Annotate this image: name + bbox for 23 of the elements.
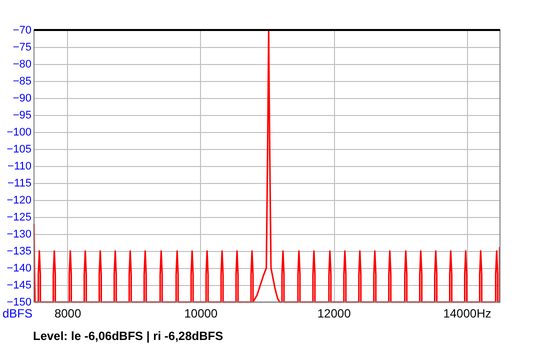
y-tick-label: −95 bbox=[12, 110, 32, 122]
y-tick-label: −110 bbox=[8, 160, 32, 172]
y-tick-label: −70 bbox=[12, 24, 32, 36]
y-axis-title: dBFS bbox=[2, 306, 32, 320]
y-tick-label: −80 bbox=[12, 58, 32, 70]
y-tick-label: −140 bbox=[6, 262, 32, 274]
y-tick-label: −115 bbox=[8, 178, 32, 190]
y-tick-label: −105 bbox=[6, 144, 32, 156]
y-tick-label: −125 bbox=[6, 212, 32, 224]
y-tick-label: −120 bbox=[6, 194, 32, 206]
x-tick-label: 12000 bbox=[317, 306, 352, 320]
y-tick-label: −100 bbox=[6, 126, 32, 138]
y-tick-label: −75 bbox=[12, 42, 32, 54]
y-tick-label: −135 bbox=[6, 246, 32, 258]
text: Level: le -6,06dBFS | ri -6,28dBFS bbox=[33, 329, 224, 343]
x-tick-label: 10000 bbox=[184, 306, 218, 320]
y-tick-label: −150 bbox=[6, 296, 32, 308]
y-tick-label: −145 bbox=[6, 280, 32, 292]
y-tick-label: −90 bbox=[12, 92, 32, 104]
y-tick-label: −85 bbox=[12, 76, 32, 88]
x-tick-label: 8000 bbox=[54, 306, 82, 320]
y-tick-label: −130 bbox=[6, 228, 32, 240]
x-tick-label: 14000Hz bbox=[443, 306, 492, 320]
